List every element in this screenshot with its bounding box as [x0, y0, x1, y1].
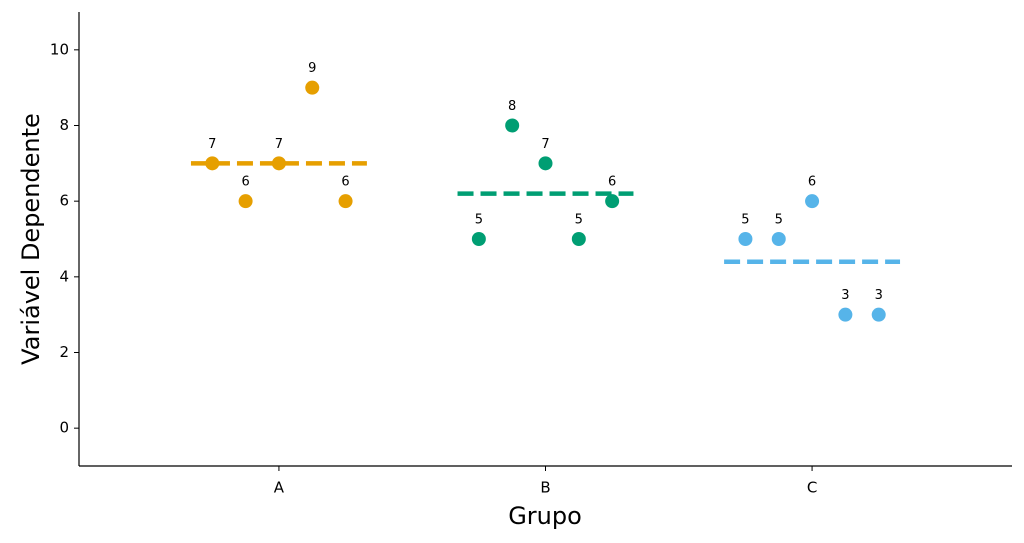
- point: [338, 194, 353, 209]
- point: [871, 307, 886, 322]
- x-axis-label: Grupo: [508, 502, 582, 530]
- point: [238, 194, 253, 209]
- y-tick-label: 8: [59, 116, 69, 134]
- data-label: 6: [241, 175, 249, 190]
- data-label: 6: [808, 175, 816, 190]
- y-axis-label: Variável Dependente: [17, 113, 45, 365]
- point: [771, 232, 786, 246]
- data-label: 7: [275, 137, 283, 152]
- data-label: 3: [875, 288, 883, 303]
- point: [305, 80, 320, 95]
- data-label: 7: [208, 137, 216, 152]
- y-tick-label: 4: [59, 267, 69, 285]
- point: [471, 232, 486, 246]
- point: [271, 156, 286, 171]
- y-tick-label: 10: [50, 40, 69, 58]
- data-label: 5: [575, 213, 583, 228]
- point: [505, 118, 520, 133]
- x-tick-label: B: [540, 479, 550, 497]
- x-tick-label: C: [807, 479, 817, 497]
- data-label: 5: [741, 213, 749, 228]
- point: [805, 194, 820, 209]
- data-label: 5: [475, 213, 483, 228]
- point: [605, 194, 620, 209]
- data-label: 9: [308, 61, 316, 76]
- data-label: 5: [775, 213, 783, 228]
- data-label: 7: [541, 137, 549, 152]
- x-tick-label: A: [274, 479, 285, 497]
- point: [738, 232, 753, 246]
- data-label: 8: [508, 99, 516, 114]
- data-label: 6: [608, 175, 616, 190]
- data-label: 6: [341, 175, 349, 190]
- y-tick-label: 0: [59, 419, 69, 437]
- y-tick-label: 6: [59, 192, 69, 210]
- y-tick-label: 2: [59, 343, 69, 361]
- point: [838, 307, 853, 322]
- point: [571, 232, 586, 246]
- point: [538, 156, 553, 171]
- point: [205, 156, 220, 171]
- data-label: 3: [841, 288, 849, 303]
